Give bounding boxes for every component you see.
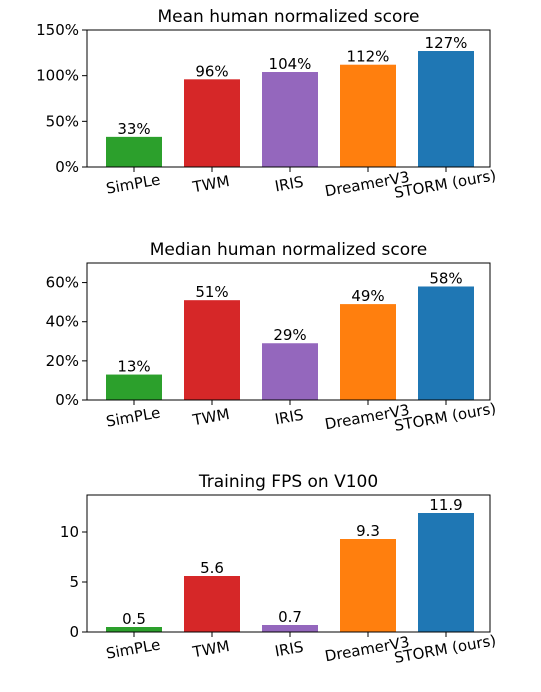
chart-title: Training FPS on V100 <box>198 472 378 492</box>
axes-frame <box>86 494 491 633</box>
data-label: 58% <box>429 269 462 287</box>
bar-iris <box>262 343 318 400</box>
x-tick-label: SimPLe <box>105 635 162 662</box>
data-label: 11.9 <box>429 496 462 514</box>
y-tick-label: 100% <box>36 67 79 85</box>
y-tick-label: 50% <box>46 112 79 130</box>
y-tick-label: 40% <box>46 313 79 331</box>
data-label: 49% <box>351 287 384 305</box>
data-label: 127% <box>425 34 468 52</box>
chart-title: Median human normalized score <box>150 240 428 260</box>
x-tick-label: STORM (ours) <box>393 399 498 435</box>
x-tick-label: IRIS <box>273 173 304 196</box>
data-label: 33% <box>117 120 150 138</box>
data-label: 0.5 <box>122 610 146 628</box>
x-tick-label: STORM (ours) <box>393 631 498 667</box>
data-label: 5.6 <box>200 559 224 577</box>
data-label: 104% <box>269 55 312 73</box>
x-tick-label: SimPLe <box>105 403 162 430</box>
x-tick-label: TWM <box>190 405 230 429</box>
y-tick-label: 0 <box>69 623 79 641</box>
data-label: 112% <box>347 48 390 66</box>
bar-dreamerv3 <box>340 304 396 400</box>
bar-iris <box>262 72 318 167</box>
chart-title: Mean human normalized score <box>158 7 420 27</box>
x-tick-label: IRIS <box>273 406 304 429</box>
bar-dreamerv3 <box>340 64 396 167</box>
x-tick-label: TWM <box>190 637 230 661</box>
y-tick-label: 60% <box>46 274 79 292</box>
bar-storm-ours <box>418 51 474 167</box>
bar-storm-ours <box>418 513 474 632</box>
bar-twm <box>184 300 240 400</box>
data-label: 9.3 <box>356 522 380 540</box>
x-tick-label: STORM (ours) <box>393 166 498 202</box>
data-label: 0.7 <box>278 608 302 626</box>
axes-frame <box>86 262 491 401</box>
x-tick-label: SimPLe <box>105 170 162 197</box>
x-tick-label: TWM <box>190 172 230 196</box>
data-label: 13% <box>117 358 150 376</box>
bar-storm-ours <box>418 286 474 400</box>
chart-panel-3: Training FPS on V100 0.5 5.6 0.7 9.3 11.9 0 5 10… <box>60 472 498 667</box>
bar-simple <box>106 627 162 632</box>
bar-twm <box>184 576 240 632</box>
data-label: 51% <box>195 283 228 301</box>
y-tick-label: 150% <box>36 21 79 39</box>
y-tick-label: 10 <box>60 523 79 541</box>
y-tick-label: 0% <box>55 391 79 409</box>
bar-dreamerv3 <box>340 539 396 632</box>
chart-panel-1: Mean human normalized score 33% 96% 104% 112… <box>36 7 497 202</box>
y-tick-label: 20% <box>46 352 79 370</box>
y-tick-label: 5 <box>69 573 79 591</box>
bar-twm <box>184 79 240 167</box>
bar-simple <box>106 374 162 400</box>
chart-panel-2: Median human normalized score 13% 51% 29% 49… <box>46 240 498 435</box>
x-tick-label: IRIS <box>273 638 304 661</box>
bar-simple <box>106 136 162 167</box>
data-label: 29% <box>273 326 306 344</box>
y-tick-label: 0% <box>55 158 79 176</box>
data-label: 96% <box>195 62 228 80</box>
bar-iris <box>262 625 318 632</box>
axes-frame <box>86 29 491 168</box>
